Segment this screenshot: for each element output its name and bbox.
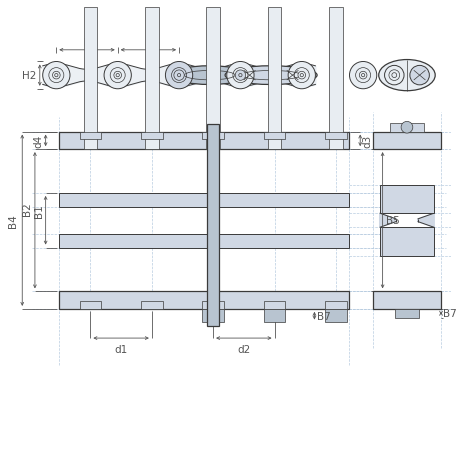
- Bar: [206, 8, 219, 150]
- Bar: [59, 235, 348, 248]
- Bar: [379, 228, 433, 256]
- Text: p: p: [144, 36, 152, 46]
- Bar: [325, 302, 346, 309]
- Bar: [59, 132, 348, 150]
- Bar: [325, 132, 346, 140]
- Ellipse shape: [378, 61, 434, 91]
- Ellipse shape: [224, 67, 316, 85]
- Bar: [263, 302, 285, 309]
- Text: B7: B7: [442, 308, 456, 319]
- Text: B4: B4: [8, 214, 18, 228]
- Circle shape: [165, 62, 192, 90]
- Bar: [267, 8, 281, 150]
- Polygon shape: [379, 213, 395, 228]
- Text: H2: H2: [22, 71, 36, 81]
- Circle shape: [297, 72, 305, 80]
- Circle shape: [358, 72, 366, 80]
- Circle shape: [236, 72, 244, 80]
- Bar: [202, 309, 224, 323]
- Polygon shape: [417, 213, 433, 228]
- Text: d3: d3: [361, 134, 371, 148]
- Bar: [207, 124, 218, 327]
- Bar: [263, 132, 285, 140]
- Circle shape: [174, 71, 184, 81]
- Bar: [372, 292, 440, 309]
- Bar: [394, 309, 418, 318]
- Text: B2: B2: [22, 202, 32, 216]
- Text: d2: d2: [237, 344, 250, 354]
- Circle shape: [287, 62, 315, 90]
- Text: d4: d4: [34, 134, 44, 148]
- Ellipse shape: [170, 67, 248, 85]
- Bar: [79, 302, 101, 309]
- Text: p: p: [83, 36, 90, 46]
- Bar: [59, 194, 348, 207]
- Bar: [202, 132, 224, 140]
- Text: B5: B5: [385, 216, 398, 226]
- Bar: [79, 132, 101, 140]
- Bar: [141, 132, 162, 140]
- Bar: [263, 309, 285, 323]
- Circle shape: [175, 72, 183, 80]
- Circle shape: [43, 62, 70, 90]
- Circle shape: [226, 62, 253, 90]
- Circle shape: [114, 72, 121, 80]
- Circle shape: [409, 66, 428, 86]
- Bar: [59, 292, 348, 309]
- Circle shape: [384, 66, 403, 86]
- Circle shape: [104, 62, 131, 90]
- Bar: [379, 185, 433, 213]
- Bar: [328, 8, 342, 150]
- Bar: [390, 123, 423, 132]
- Text: d1: d1: [114, 344, 128, 354]
- Circle shape: [349, 62, 376, 90]
- Bar: [372, 132, 440, 150]
- Text: B1: B1: [34, 204, 44, 218]
- Bar: [325, 309, 346, 323]
- Bar: [202, 302, 224, 309]
- Circle shape: [235, 71, 245, 81]
- Circle shape: [400, 122, 412, 134]
- Bar: [145, 8, 158, 150]
- Bar: [84, 8, 97, 150]
- Bar: [141, 302, 162, 309]
- Circle shape: [52, 72, 60, 80]
- Text: B7: B7: [317, 311, 330, 321]
